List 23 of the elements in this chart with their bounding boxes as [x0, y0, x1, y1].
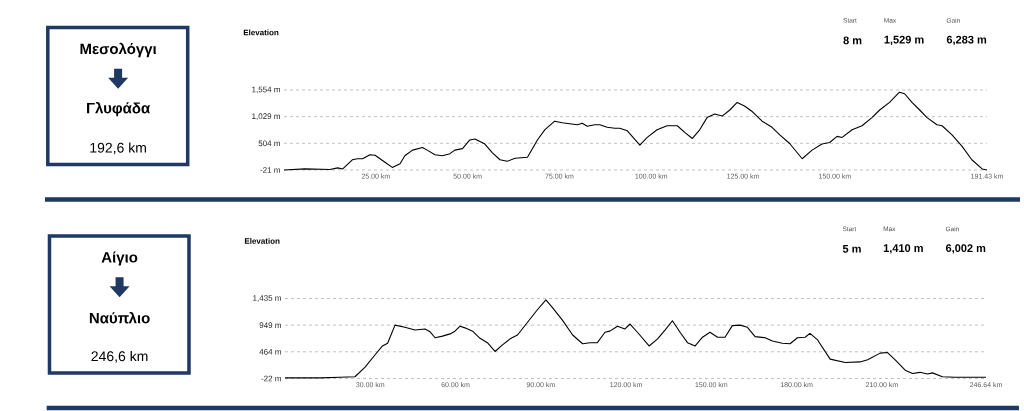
text: 1,529 m: [884, 35, 924, 46]
chart-title: Elevation: [244, 237, 280, 244]
y-tick-label: 949 m: [259, 322, 281, 328]
y-tick-label: 1,029 m: [252, 113, 280, 120]
y-tick-label: 504 m: [258, 140, 280, 147]
text: 6,002 m: [945, 244, 986, 254]
text: Ναύπλιο: [89, 312, 150, 324]
line-series: [283, 91, 988, 171]
y-tick-label: 464 m: [259, 348, 281, 355]
y-tick-label: -21 m: [260, 167, 280, 173]
text: Αίγιο: [101, 251, 138, 266]
text: Γλυφάδα: [87, 102, 151, 117]
y-tick-label: 1,554 m: [252, 86, 280, 94]
text: Μεσολόγγι: [80, 42, 157, 58]
text: 192,6 km: [90, 142, 146, 155]
text: 8 m: [843, 36, 862, 45]
text: 1,410 m: [883, 244, 923, 254]
text: 6,283 m: [946, 35, 987, 46]
chart-title: Elevation: [243, 29, 279, 36]
text: 5 m: [842, 245, 861, 253]
text: 246,6 km: [91, 350, 148, 363]
y-tick-label: -22 m: [261, 375, 281, 382]
y-tick-label: 1,435 m: [253, 295, 281, 302]
